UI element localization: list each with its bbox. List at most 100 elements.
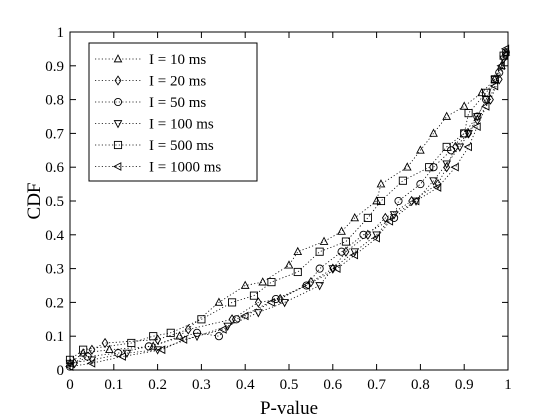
- legend-entry: I = 1000 ms: [95, 160, 221, 176]
- y-tick-label: 0.3: [45, 262, 64, 278]
- legend: I = 10 ms I = 20 ms I = 50 ms I = 100 ms I =…: [88, 42, 258, 182]
- data-point: [88, 344, 96, 355]
- data-point: [371, 233, 380, 243]
- data-point: [341, 237, 350, 246]
- data-point: [500, 44, 510, 54]
- legend-marker: [113, 97, 123, 107]
- data-point: [477, 87, 487, 97]
- data-point: [402, 162, 412, 171]
- data-point: [342, 246, 350, 257]
- legend-box: [88, 42, 258, 182]
- data-point: [154, 334, 162, 345]
- data-point: [442, 142, 451, 151]
- data-point: [254, 297, 262, 308]
- data-point: [271, 294, 280, 304]
- data-point: [144, 342, 153, 351]
- data-point: [214, 297, 224, 306]
- axes: 0 0.1 0.2 0.3 0.4 0.5 0.6 0.7 0.8 0.9 1 0 0.1 0.2 0.3 0…: [45, 25, 512, 393]
- data-point: [482, 88, 491, 97]
- y-tick-label: 0.7: [45, 126, 64, 142]
- data-point: [105, 344, 114, 354]
- data-point: [499, 51, 508, 60]
- data-point: [442, 160, 452, 169]
- data-point: [258, 277, 268, 286]
- plot-area: [65, 44, 511, 371]
- data-point: [315, 247, 324, 256]
- legend-label: I = 10 ms: [149, 52, 206, 68]
- data-point: [411, 197, 421, 206]
- data-point: [65, 362, 74, 371]
- legend-entry: I = 100 ms: [95, 117, 214, 133]
- data-point: [149, 332, 158, 341]
- data-point: [349, 250, 359, 260]
- data-point: [337, 226, 346, 235]
- data-point: [319, 236, 329, 245]
- legend-marker: [113, 162, 122, 171]
- series-6: [65, 44, 510, 371]
- data-point: [429, 177, 438, 186]
- data-point: [266, 298, 275, 307]
- data-point: [332, 264, 341, 273]
- legend-marker: [114, 75, 122, 86]
- data-point: [218, 325, 227, 334]
- x-tick-label: 0: [66, 377, 74, 393]
- legend-marker: [113, 140, 123, 150]
- data-point: [83, 352, 92, 361]
- legend-label: I = 500 ms: [149, 138, 214, 154]
- x-tick-label: 0.6: [323, 377, 342, 393]
- data-point: [364, 229, 372, 240]
- data-point: [429, 163, 438, 172]
- data-point: [411, 196, 420, 206]
- data-point: [363, 213, 372, 222]
- data-point: [293, 246, 303, 256]
- y-tick-label: 0.9: [45, 59, 64, 75]
- data-point: [253, 309, 263, 318]
- legend-marker: [113, 120, 123, 129]
- data-point: [157, 345, 166, 355]
- data-point: [394, 196, 403, 206]
- data-point: [384, 216, 394, 226]
- data-point: [228, 314, 236, 325]
- legend-label: I = 50 ms: [149, 95, 206, 111]
- data-point: [481, 102, 490, 111]
- data-point: [249, 291, 259, 300]
- x-tick-label: 0.8: [411, 377, 430, 393]
- series-line: [74, 55, 507, 364]
- legend-entry: I = 20 ms: [95, 74, 206, 90]
- y-tick-label: 1: [57, 25, 65, 41]
- data-point: [372, 196, 381, 205]
- data-point: [127, 338, 136, 348]
- y-axis-label: CDF: [24, 183, 45, 220]
- legend-entry: I = 10 ms: [95, 52, 206, 68]
- data-point: [416, 180, 425, 189]
- data-point: [376, 196, 386, 206]
- legend-label: I = 20 ms: [149, 74, 206, 90]
- series-line: [69, 52, 507, 367]
- data-point: [337, 247, 346, 256]
- legend-label: I = 1000 ms: [149, 160, 221, 176]
- data-point: [442, 111, 452, 120]
- series-5: [65, 51, 508, 364]
- y-tick-label: 0.2: [45, 295, 64, 311]
- data-point: [228, 298, 237, 307]
- data-point: [455, 143, 465, 152]
- data-point: [495, 68, 504, 77]
- data-point: [240, 311, 249, 321]
- data-point: [197, 315, 206, 324]
- data-point: [432, 183, 442, 192]
- data-point: [101, 337, 109, 349]
- data-point: [460, 129, 469, 138]
- data-point: [472, 113, 482, 122]
- data-point: [443, 162, 451, 173]
- y-tick-label: 0.5: [45, 194, 64, 210]
- data-point: [459, 101, 469, 110]
- series-line: [69, 48, 507, 367]
- x-tick-label: 0.5: [280, 377, 299, 393]
- data-point: [389, 211, 399, 220]
- data-point: [267, 278, 276, 287]
- data-point: [307, 276, 315, 288]
- data-point: [489, 81, 499, 91]
- x-tick-label: 0.3: [192, 377, 211, 393]
- data-point: [497, 60, 506, 70]
